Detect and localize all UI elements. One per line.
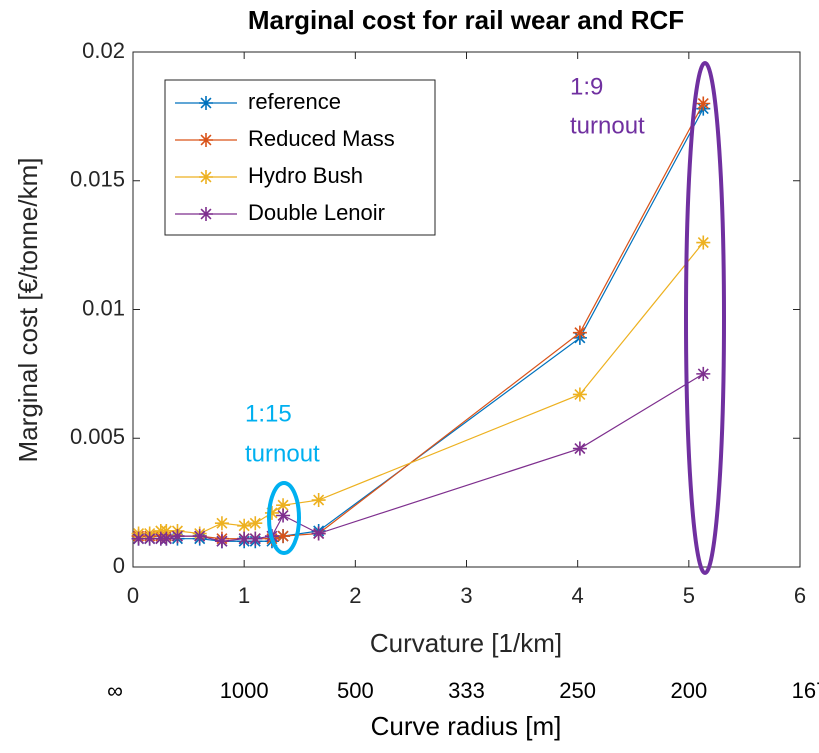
x2-tick-label: 333 [448, 678, 485, 703]
legend-marker [199, 96, 213, 110]
marker [248, 516, 263, 531]
x-tick-label: 3 [460, 583, 472, 608]
marker [311, 493, 326, 508]
annotation-text: turnout [570, 112, 645, 139]
marker [237, 531, 252, 546]
marker [572, 441, 587, 456]
y-tick-label: 0.02 [82, 38, 125, 63]
x-tick-label: 4 [572, 583, 584, 608]
legend-marker [199, 207, 213, 221]
x-axis-label: Curvature [1/km] [370, 628, 562, 658]
y-tick-label: 0.015 [70, 167, 125, 192]
annotation-text: turnout [245, 440, 320, 467]
marker [170, 529, 185, 544]
x2-tick-label: 250 [559, 678, 596, 703]
marker [142, 531, 157, 546]
annotation-text: 1:15 [245, 400, 292, 427]
marker [248, 531, 263, 546]
chart-title: Marginal cost for rail wear and RCF [248, 5, 684, 35]
x-tick-label: 2 [349, 583, 361, 608]
marker [572, 387, 587, 402]
legend-label: reference [248, 89, 341, 114]
x2-tick-label: ∞ [107, 678, 123, 703]
legend: reference Reduced Mass Hydro Bush Double Le… [164, 79, 436, 236]
legend-label: Double Lenoir [248, 200, 385, 225]
marker [696, 235, 711, 250]
x-tick-label: 1 [238, 583, 250, 608]
x-tick-label: 6 [794, 583, 806, 608]
marker [214, 516, 229, 531]
annotation-ellipse [684, 61, 726, 575]
marker [696, 366, 711, 381]
marker [131, 531, 146, 546]
x-tick-label: 0 [127, 583, 139, 608]
marker [214, 534, 229, 549]
marker [276, 508, 291, 523]
x2-tick-label: 500 [337, 678, 374, 703]
y-tick-label: 0 [113, 553, 125, 578]
legend-marker [199, 170, 213, 184]
y-axis-label: Marginal cost [€/tonne/km] [13, 158, 43, 463]
marker [237, 518, 252, 533]
marker [159, 523, 174, 538]
x-tick-label: 5 [683, 583, 695, 608]
marker [276, 498, 291, 513]
annotation-text: 1:9 [570, 73, 603, 100]
x2-axis-label: Curve radius [m] [371, 711, 562, 741]
legend-marker [199, 133, 213, 147]
marker [276, 529, 291, 544]
legend-label: Reduced Mass [248, 126, 395, 151]
marker [264, 505, 279, 520]
marker [572, 325, 587, 340]
y-tick-label: 0.005 [70, 424, 125, 449]
x2-tick-label: 200 [670, 678, 707, 703]
marker [159, 531, 174, 546]
annotation-ellipse [267, 481, 301, 555]
x2-tick-label: 167 [792, 678, 819, 703]
marker [311, 526, 326, 541]
legend-label: Hydro Bush [248, 163, 363, 188]
marker [192, 529, 207, 544]
marker [696, 96, 711, 111]
x2-tick-label: 1000 [220, 678, 269, 703]
y-tick-label: 0.01 [82, 295, 125, 320]
